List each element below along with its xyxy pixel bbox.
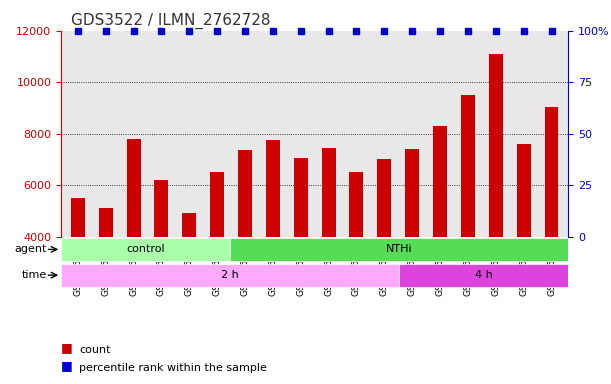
Bar: [238, 151, 252, 237]
Bar: [99, 208, 112, 237]
Text: 2 h: 2 h: [221, 270, 239, 280]
Bar: [182, 214, 196, 237]
FancyBboxPatch shape: [399, 263, 568, 287]
Text: percentile rank within the sample: percentile rank within the sample: [79, 362, 267, 372]
Bar: [489, 54, 503, 237]
Bar: [71, 198, 85, 237]
Bar: [155, 180, 169, 237]
Bar: [405, 149, 419, 237]
Text: ■: ■: [61, 359, 73, 372]
Bar: [378, 159, 391, 237]
Bar: [433, 126, 447, 237]
Text: agent: agent: [15, 244, 47, 255]
FancyBboxPatch shape: [230, 238, 568, 261]
Bar: [517, 144, 530, 237]
Bar: [294, 158, 308, 237]
Text: count: count: [79, 345, 111, 355]
FancyBboxPatch shape: [61, 263, 399, 287]
Text: GDS3522 / ILMN_2762728: GDS3522 / ILMN_2762728: [71, 13, 271, 29]
Bar: [266, 140, 280, 237]
Text: ■: ■: [61, 341, 73, 354]
Bar: [349, 172, 364, 237]
Text: 4 h: 4 h: [475, 270, 492, 280]
Bar: [126, 139, 141, 237]
FancyBboxPatch shape: [61, 238, 230, 261]
Text: NTHi: NTHi: [386, 244, 412, 255]
Bar: [210, 172, 224, 237]
Text: control: control: [126, 244, 165, 255]
Bar: [544, 107, 558, 237]
Bar: [461, 95, 475, 237]
Text: time: time: [22, 270, 47, 280]
Bar: [321, 148, 335, 237]
